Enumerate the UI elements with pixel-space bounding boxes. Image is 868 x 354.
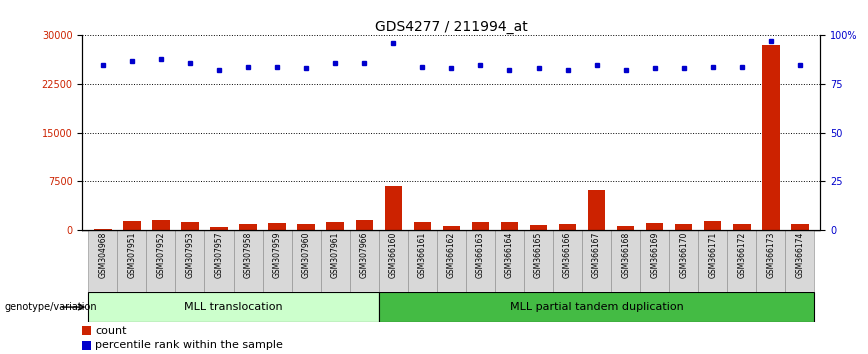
Text: GSM366165: GSM366165 xyxy=(534,232,543,278)
Bar xyxy=(408,230,437,292)
Bar xyxy=(471,222,490,230)
Bar xyxy=(175,230,205,292)
Bar xyxy=(82,341,90,350)
Bar xyxy=(385,186,402,230)
Text: genotype/variation: genotype/variation xyxy=(4,302,97,312)
Text: GSM366163: GSM366163 xyxy=(476,232,485,278)
Bar xyxy=(495,230,524,292)
Text: count: count xyxy=(95,326,127,336)
Text: MLL translocation: MLL translocation xyxy=(184,302,283,312)
Bar xyxy=(89,230,117,292)
Text: GSM307961: GSM307961 xyxy=(331,232,339,278)
Bar xyxy=(529,225,547,230)
Bar xyxy=(727,230,756,292)
Bar xyxy=(443,226,460,230)
Text: GSM366161: GSM366161 xyxy=(418,232,427,278)
Text: GSM366172: GSM366172 xyxy=(737,232,746,278)
Bar xyxy=(669,230,698,292)
Bar xyxy=(181,222,199,230)
Bar xyxy=(762,45,779,230)
Bar xyxy=(646,223,663,230)
Text: GSM366162: GSM366162 xyxy=(447,232,456,278)
Text: MLL partial tandem duplication: MLL partial tandem duplication xyxy=(510,302,683,312)
Bar xyxy=(582,230,611,292)
Bar xyxy=(210,227,227,230)
Text: GSM366160: GSM366160 xyxy=(389,232,398,278)
Bar xyxy=(786,230,814,292)
Bar xyxy=(292,230,320,292)
Bar xyxy=(559,224,576,230)
Bar xyxy=(704,221,721,230)
Bar xyxy=(437,230,466,292)
Bar xyxy=(205,230,233,292)
Bar xyxy=(152,220,169,230)
Bar xyxy=(233,230,262,292)
Bar xyxy=(792,224,809,230)
Bar xyxy=(123,221,141,230)
Bar xyxy=(147,230,175,292)
Text: percentile rank within the sample: percentile rank within the sample xyxy=(95,340,283,350)
Text: GSM366170: GSM366170 xyxy=(680,232,688,278)
Bar xyxy=(588,190,605,230)
Bar xyxy=(413,222,431,230)
Text: GSM307953: GSM307953 xyxy=(186,232,194,279)
Bar xyxy=(356,220,373,230)
Bar xyxy=(611,230,641,292)
Text: GSM366169: GSM366169 xyxy=(650,232,659,278)
Text: GSM307951: GSM307951 xyxy=(128,232,136,278)
Text: GSM366164: GSM366164 xyxy=(505,232,514,278)
Text: GSM307960: GSM307960 xyxy=(301,232,311,279)
Bar xyxy=(378,230,408,292)
Bar xyxy=(94,229,111,230)
Text: GSM307966: GSM307966 xyxy=(359,232,369,279)
Text: GSM366167: GSM366167 xyxy=(592,232,602,278)
Text: GSM307958: GSM307958 xyxy=(244,232,253,278)
Text: GSM304968: GSM304968 xyxy=(98,232,108,278)
Bar xyxy=(617,225,635,230)
Text: GSM307952: GSM307952 xyxy=(156,232,166,278)
Text: GSM307959: GSM307959 xyxy=(273,232,281,279)
Bar xyxy=(733,224,751,230)
Title: GDS4277 / 211994_at: GDS4277 / 211994_at xyxy=(375,21,528,34)
Text: GSM366173: GSM366173 xyxy=(766,232,775,278)
Bar xyxy=(378,292,814,322)
Bar xyxy=(675,224,693,230)
Bar xyxy=(117,230,147,292)
Text: GSM366174: GSM366174 xyxy=(795,232,805,278)
Bar xyxy=(298,224,315,230)
Bar xyxy=(268,223,286,230)
Text: GSM366171: GSM366171 xyxy=(708,232,717,278)
Bar xyxy=(262,230,292,292)
Bar xyxy=(89,292,378,322)
Bar xyxy=(466,230,495,292)
Bar xyxy=(524,230,553,292)
Text: GSM366168: GSM366168 xyxy=(621,232,630,278)
Bar xyxy=(320,230,350,292)
Bar xyxy=(240,224,257,230)
Bar xyxy=(350,230,378,292)
Text: GSM366166: GSM366166 xyxy=(563,232,572,278)
Bar xyxy=(756,230,786,292)
Bar xyxy=(501,222,518,230)
Bar xyxy=(553,230,582,292)
Text: GSM307957: GSM307957 xyxy=(214,232,223,279)
Bar xyxy=(326,222,344,230)
Bar xyxy=(82,326,90,335)
Bar xyxy=(641,230,669,292)
Bar xyxy=(698,230,727,292)
